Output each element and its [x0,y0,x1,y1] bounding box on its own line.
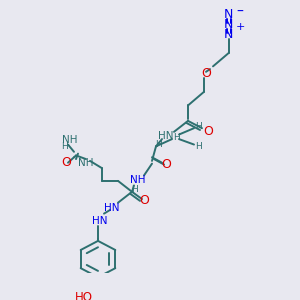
Text: HN: HN [104,203,120,213]
Text: H: H [154,140,161,149]
Text: HN: HN [92,216,108,226]
Text: H: H [195,142,201,151]
Text: O: O [139,194,149,207]
Text: N: N [223,8,233,21]
Text: N: N [223,18,233,31]
Text: N: N [223,28,233,41]
Text: NH: NH [130,175,146,185]
Text: H: H [130,184,137,194]
Text: –: – [237,5,243,19]
Text: O: O [61,156,71,169]
Text: H: H [172,133,179,142]
Text: O: O [161,158,171,171]
Text: O: O [201,67,211,80]
Text: H: H [195,122,201,131]
Text: H: H [61,142,68,151]
Text: HN: HN [158,131,174,141]
Text: +: + [235,22,245,32]
Text: O: O [203,125,213,138]
Text: NH: NH [78,158,94,168]
Text: NH: NH [62,135,78,145]
Text: HO: HO [75,291,93,300]
